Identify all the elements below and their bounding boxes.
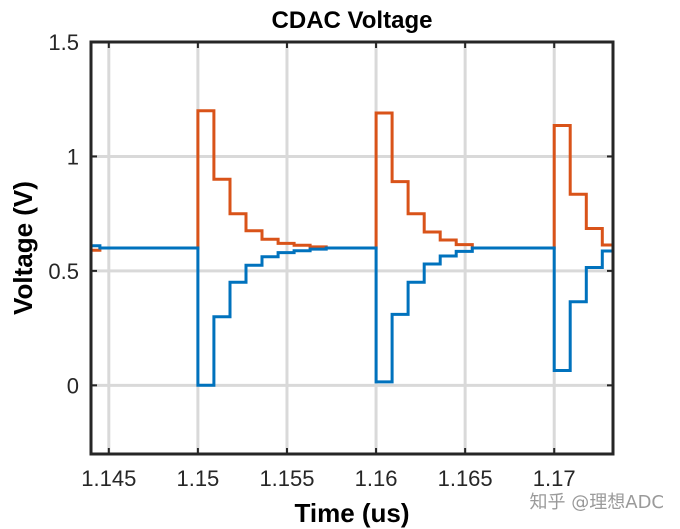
x-tick-label: 1.165 [438,466,493,491]
x-axis-label: Time (us) [294,498,409,528]
series-line-vn [91,244,613,387]
chart-title: CDAC Voltage [272,7,433,34]
x-tick-labels: 1.145 1.15 1.155 1.16 1.165 1.17 [81,466,575,491]
y-tick-labels: 0 0.5 1 1.5 [48,30,79,398]
x-tick-label: 1.155 [259,466,314,491]
y-tick-label: 1 [67,144,79,169]
y-tick-label: 1.5 [48,30,79,55]
watermark-text: 知乎 @理想ADC [530,492,664,513]
y-axis-label: Voltage (V) [8,181,38,315]
x-tick-label: 1.17 [533,466,576,491]
x-tick-label: 1.15 [176,466,219,491]
axes-box [89,40,615,456]
tick-marks [91,41,613,454]
x-tick-label: 1.145 [81,466,136,491]
x-tick-label: 1.16 [355,466,398,491]
series-group [91,109,613,387]
y-tick-label: 0.5 [48,259,79,284]
y-tick-label: 0 [67,373,79,398]
grid-lines [91,42,613,454]
series-line-vp [91,109,613,252]
